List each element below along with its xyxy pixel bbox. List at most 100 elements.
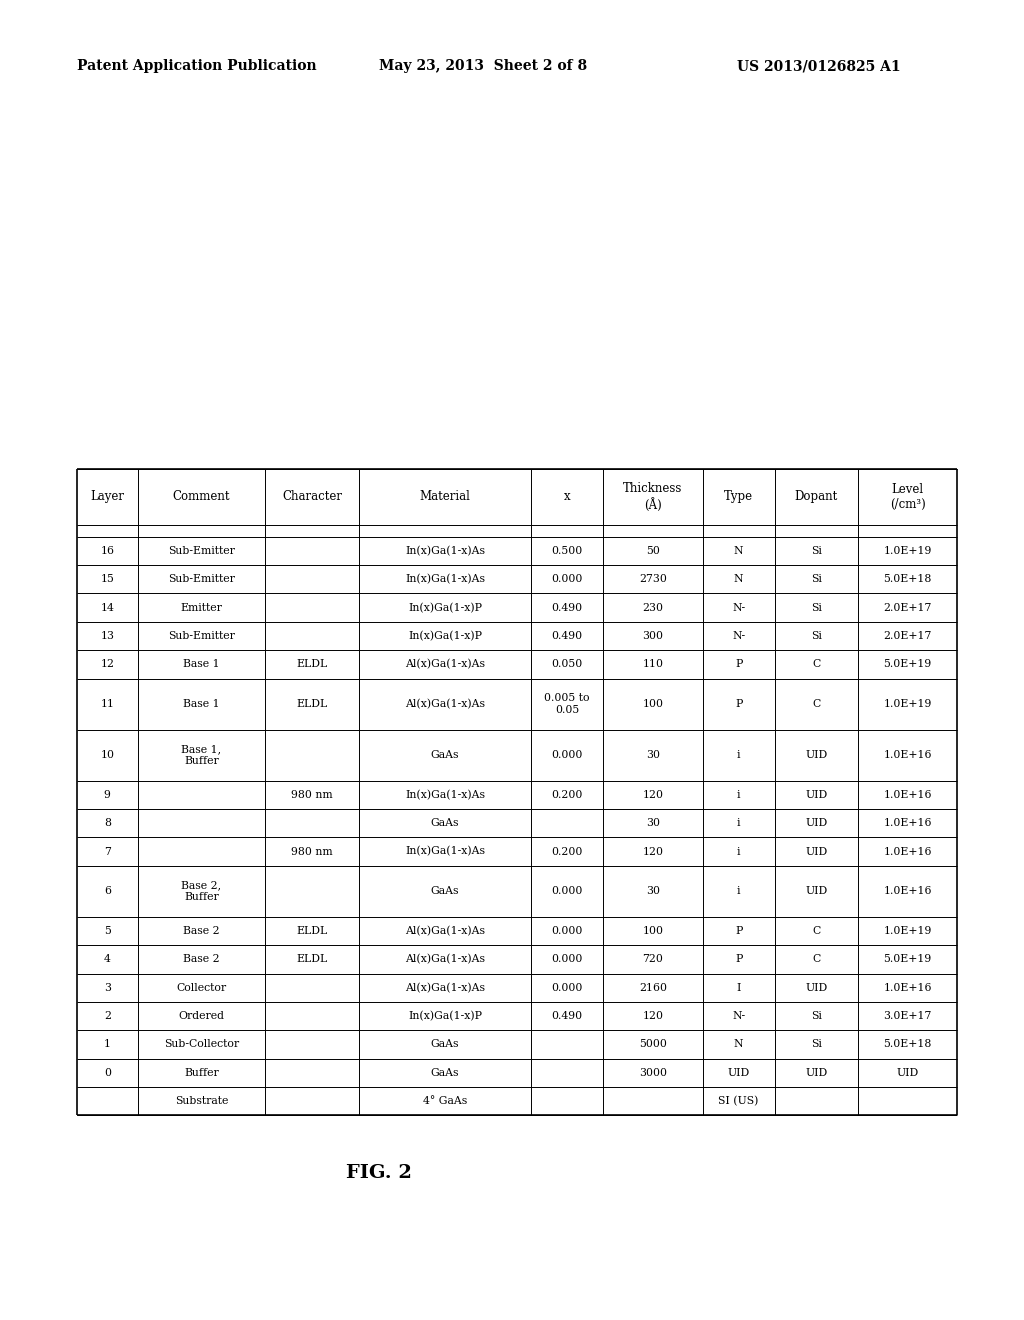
- Text: 16: 16: [100, 546, 115, 556]
- Text: C: C: [812, 954, 820, 965]
- Text: GaAs: GaAs: [431, 818, 460, 828]
- Text: 50: 50: [646, 546, 659, 556]
- Text: Sub-Collector: Sub-Collector: [164, 1039, 239, 1049]
- Text: i: i: [737, 818, 740, 828]
- Text: In(x)Ga(1-x)As: In(x)Ga(1-x)As: [406, 846, 485, 857]
- Text: 2.0E+17: 2.0E+17: [884, 603, 932, 612]
- Text: Substrate: Substrate: [175, 1096, 228, 1106]
- Text: GaAs: GaAs: [431, 1039, 460, 1049]
- Text: I: I: [736, 983, 740, 993]
- Text: GaAs: GaAs: [431, 750, 460, 760]
- Text: P: P: [735, 660, 742, 669]
- Text: x: x: [563, 491, 570, 503]
- Text: In(x)Ga(1-x)As: In(x)Ga(1-x)As: [406, 574, 485, 585]
- Text: 1.0E+16: 1.0E+16: [884, 818, 932, 828]
- Text: 11: 11: [100, 700, 115, 709]
- Text: i: i: [737, 789, 740, 800]
- Text: 9: 9: [103, 789, 111, 800]
- Text: 4: 4: [103, 954, 111, 965]
- Text: 0.000: 0.000: [551, 983, 583, 993]
- Text: 0.200: 0.200: [551, 846, 583, 857]
- Text: 0.490: 0.490: [551, 603, 583, 612]
- Text: 0: 0: [103, 1068, 111, 1078]
- Text: In(x)Ga(1-x)P: In(x)Ga(1-x)P: [409, 602, 482, 612]
- Text: Level
(/cm³): Level (/cm³): [890, 483, 926, 511]
- Text: In(x)Ga(1-x)P: In(x)Ga(1-x)P: [409, 631, 482, 642]
- Text: Si: Si: [811, 546, 821, 556]
- Text: 30: 30: [646, 818, 659, 828]
- Text: 110: 110: [642, 660, 664, 669]
- Text: 10: 10: [100, 750, 115, 760]
- Text: 1.0E+16: 1.0E+16: [884, 789, 932, 800]
- Text: ELDL: ELDL: [297, 927, 328, 936]
- Text: UID: UID: [896, 1068, 919, 1078]
- Text: Si: Si: [811, 631, 821, 642]
- Text: 0.500: 0.500: [551, 546, 583, 556]
- Text: C: C: [812, 927, 820, 936]
- Text: 30: 30: [646, 750, 659, 760]
- Text: 0.000: 0.000: [551, 750, 583, 760]
- Text: May 23, 2013  Sheet 2 of 8: May 23, 2013 Sheet 2 of 8: [379, 59, 587, 74]
- Text: Al(x)Ga(1-x)As: Al(x)Ga(1-x)As: [406, 982, 485, 993]
- Text: 1: 1: [103, 1039, 111, 1049]
- Text: i: i: [737, 886, 740, 896]
- Text: Al(x)Ga(1-x)As: Al(x)Ga(1-x)As: [406, 954, 485, 965]
- Text: 12: 12: [100, 660, 115, 669]
- Text: ELDL: ELDL: [297, 954, 328, 965]
- Text: P: P: [735, 700, 742, 709]
- Text: C: C: [812, 700, 820, 709]
- Text: 120: 120: [642, 789, 664, 800]
- Text: 0.005 to
0.05: 0.005 to 0.05: [544, 693, 590, 715]
- Text: i: i: [737, 750, 740, 760]
- Text: N: N: [734, 546, 743, 556]
- Text: Emitter: Emitter: [180, 603, 222, 612]
- Text: Sub-Emitter: Sub-Emitter: [168, 574, 234, 585]
- Text: Collector: Collector: [176, 983, 226, 993]
- Text: Sub-Emitter: Sub-Emitter: [168, 631, 234, 642]
- Text: Al(x)Ga(1-x)As: Al(x)Ga(1-x)As: [406, 659, 485, 669]
- Text: 980 nm: 980 nm: [292, 789, 333, 800]
- Text: 0.000: 0.000: [551, 886, 583, 896]
- Text: UID: UID: [805, 846, 827, 857]
- Text: 720: 720: [642, 954, 664, 965]
- Text: Layer: Layer: [90, 491, 124, 503]
- Text: N: N: [734, 1039, 743, 1049]
- Text: Base 2,
Buffer: Base 2, Buffer: [181, 880, 221, 902]
- Text: 6: 6: [103, 886, 111, 896]
- Text: GaAs: GaAs: [431, 1068, 460, 1078]
- Text: Patent Application Publication: Patent Application Publication: [77, 59, 316, 74]
- Text: UID: UID: [805, 1068, 827, 1078]
- Text: Thickness
(Å): Thickness (Å): [624, 482, 683, 512]
- Text: UID: UID: [805, 983, 827, 993]
- Text: Material: Material: [420, 491, 471, 503]
- Text: Comment: Comment: [173, 491, 230, 503]
- Text: In(x)Ga(1-x)As: In(x)Ga(1-x)As: [406, 789, 485, 800]
- Text: 1.0E+19: 1.0E+19: [884, 700, 932, 709]
- Text: 7: 7: [103, 846, 111, 857]
- Text: N: N: [734, 574, 743, 585]
- Text: 0.000: 0.000: [551, 574, 583, 585]
- Text: 100: 100: [642, 927, 664, 936]
- Text: Si: Si: [811, 1011, 821, 1022]
- Text: Base 1,
Buffer: Base 1, Buffer: [181, 744, 221, 766]
- Text: 1.0E+16: 1.0E+16: [884, 886, 932, 896]
- Text: 0.000: 0.000: [551, 927, 583, 936]
- Text: 120: 120: [642, 846, 664, 857]
- Text: 300: 300: [642, 631, 664, 642]
- Text: 14: 14: [100, 603, 115, 612]
- Text: 8: 8: [103, 818, 111, 828]
- Text: 0.000: 0.000: [551, 954, 583, 965]
- Text: Si: Si: [811, 1039, 821, 1049]
- Text: 0.200: 0.200: [551, 789, 583, 800]
- Text: Dopant: Dopant: [795, 491, 838, 503]
- Text: 0.050: 0.050: [551, 660, 583, 669]
- Text: UID: UID: [805, 750, 827, 760]
- Text: Base 2: Base 2: [183, 954, 220, 965]
- Text: Ordered: Ordered: [178, 1011, 224, 1022]
- Text: 1.0E+19: 1.0E+19: [884, 927, 932, 936]
- Text: 2730: 2730: [639, 574, 667, 585]
- Text: 3000: 3000: [639, 1068, 667, 1078]
- Text: 1.0E+16: 1.0E+16: [884, 750, 932, 760]
- Text: P: P: [735, 954, 742, 965]
- Text: 5: 5: [103, 927, 111, 936]
